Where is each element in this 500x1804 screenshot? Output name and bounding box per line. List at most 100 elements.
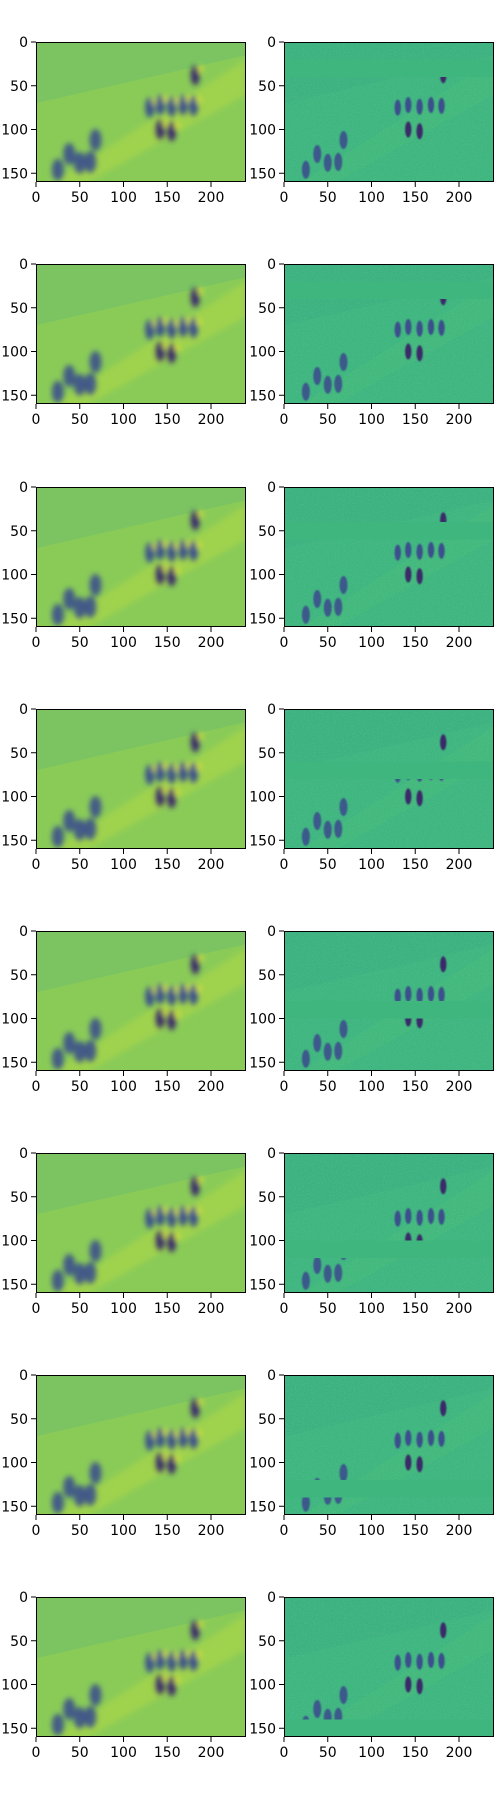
walker-figure [340, 1686, 348, 1704]
figure-highlight [197, 510, 203, 518]
masked-band [284, 282, 494, 300]
x-tick-label: 0 [32, 635, 41, 651]
walker-figure [324, 154, 332, 172]
x-tick-label: 50 [319, 1079, 337, 1095]
panel-r6-c1: 0 50 100 150 200050100150 [1, 1146, 246, 1317]
x-tick-label: 150 [154, 635, 181, 651]
figure-highlight [196, 1651, 202, 1659]
walker-figure [52, 1492, 64, 1514]
walker-figure [313, 590, 321, 608]
person-figure [416, 1654, 422, 1670]
x-tick-label: 150 [402, 1079, 429, 1095]
panel-r7-c2: 0 50 100 150 200050100150 [249, 1368, 494, 1539]
y-tick-label: 50 [258, 301, 276, 317]
walker-figure [324, 376, 332, 394]
walker-figure [63, 365, 75, 387]
person-figure [405, 789, 411, 805]
y-tick-label: 100 [1, 345, 28, 361]
figure-highlight [174, 1676, 180, 1684]
figure-highlight [162, 540, 168, 548]
x-tick-label: 150 [154, 190, 181, 206]
figure-highlight [197, 287, 203, 295]
y-tick-label: 50 [10, 1412, 28, 1428]
y-tick-label: 50 [258, 746, 276, 762]
walker-figure [63, 1032, 75, 1054]
walker-figure [63, 1254, 75, 1276]
panel-r8-c1: 0 50 100 150 200050100150 [1, 1590, 246, 1761]
x-tick-label: 100 [110, 1301, 137, 1317]
panel-r3-c2: 0 50 100 150 200050100150 [249, 480, 494, 651]
panel-image [36, 42, 246, 182]
figure-highlight [197, 65, 203, 73]
y-tick-label: 150 [1, 1277, 28, 1293]
walker-figure [74, 597, 86, 619]
y-tick-label: 150 [1, 833, 28, 849]
figure-highlight [196, 985, 202, 993]
walker-figure [74, 1041, 86, 1063]
x-tick-label: 50 [71, 412, 89, 428]
y-tick-label: 100 [1, 123, 28, 139]
masked-band [284, 1480, 494, 1498]
walker-figure [90, 1018, 102, 1040]
y-tick-label: 150 [249, 1055, 276, 1071]
person-figure [428, 1208, 434, 1224]
y-tick-label: 0 [19, 257, 28, 273]
x-tick-label: 150 [154, 1301, 181, 1317]
y-tick-label: 0 [267, 257, 276, 273]
walker-figure [313, 1256, 321, 1274]
person-figure [440, 1400, 446, 1416]
y-tick-label: 0 [267, 1368, 276, 1384]
person-figure [438, 543, 444, 559]
x-tick-label: 0 [32, 857, 41, 873]
panel-r7-c1: 0 50 100 150 200050100150 [1, 1368, 246, 1539]
walker-figure [84, 818, 96, 840]
y-tick-label: 0 [19, 702, 28, 718]
figure-highlight [174, 1010, 180, 1018]
figure-highlight [162, 565, 168, 573]
x-tick-label: 150 [402, 857, 429, 873]
y-tick-label: 50 [258, 1634, 276, 1650]
panel-image [36, 1153, 246, 1293]
y-tick-label: 100 [249, 790, 276, 806]
person-figure [405, 319, 411, 335]
x-tick-label: 50 [71, 635, 89, 651]
person-figure [405, 1652, 411, 1668]
y-tick-label: 150 [1, 1499, 28, 1515]
x-tick-label: 100 [110, 1745, 137, 1761]
y-tick-label: 0 [267, 1146, 276, 1162]
walker-figure [90, 351, 102, 373]
figure-highlight [197, 1176, 203, 1184]
y-tick-label: 50 [258, 1190, 276, 1206]
person-figure [416, 1678, 422, 1694]
person-figure [440, 734, 446, 750]
person-figure [438, 320, 444, 336]
panel-r1-c1: 0 50 100 150 200050100150 [1, 35, 246, 206]
y-tick-label: 50 [10, 746, 28, 762]
person-figure [428, 542, 434, 558]
x-tick-label: 0 [280, 1301, 289, 1317]
walker-figure [52, 381, 64, 403]
person-figure [395, 1655, 401, 1671]
y-tick-label: 50 [10, 1634, 28, 1650]
panel-image [284, 1597, 494, 1737]
x-tick-label: 0 [280, 1745, 289, 1761]
figure-highlight [162, 1206, 168, 1214]
walker-figure [334, 375, 342, 393]
person-figure [405, 97, 411, 113]
masked-band [284, 1241, 494, 1259]
x-tick-label: 100 [110, 412, 137, 428]
x-tick-label: 100 [110, 635, 137, 651]
x-tick-label: 0 [280, 190, 289, 206]
panel-image [36, 931, 246, 1071]
panel-r5-c1: 0 50 100 150 200 0 50 100 150 [1, 924, 246, 1095]
walker-figure [90, 129, 102, 151]
x-tick-label: 50 [71, 857, 89, 873]
person-figure [440, 956, 446, 972]
figure-highlight [162, 762, 168, 770]
x-tick-label: 200 [446, 1301, 473, 1317]
person-figure [395, 1211, 401, 1227]
x-tick-label: 0 [280, 412, 289, 428]
y-tick-label: 0 [19, 480, 28, 496]
x-tick-label: 100 [358, 635, 385, 651]
